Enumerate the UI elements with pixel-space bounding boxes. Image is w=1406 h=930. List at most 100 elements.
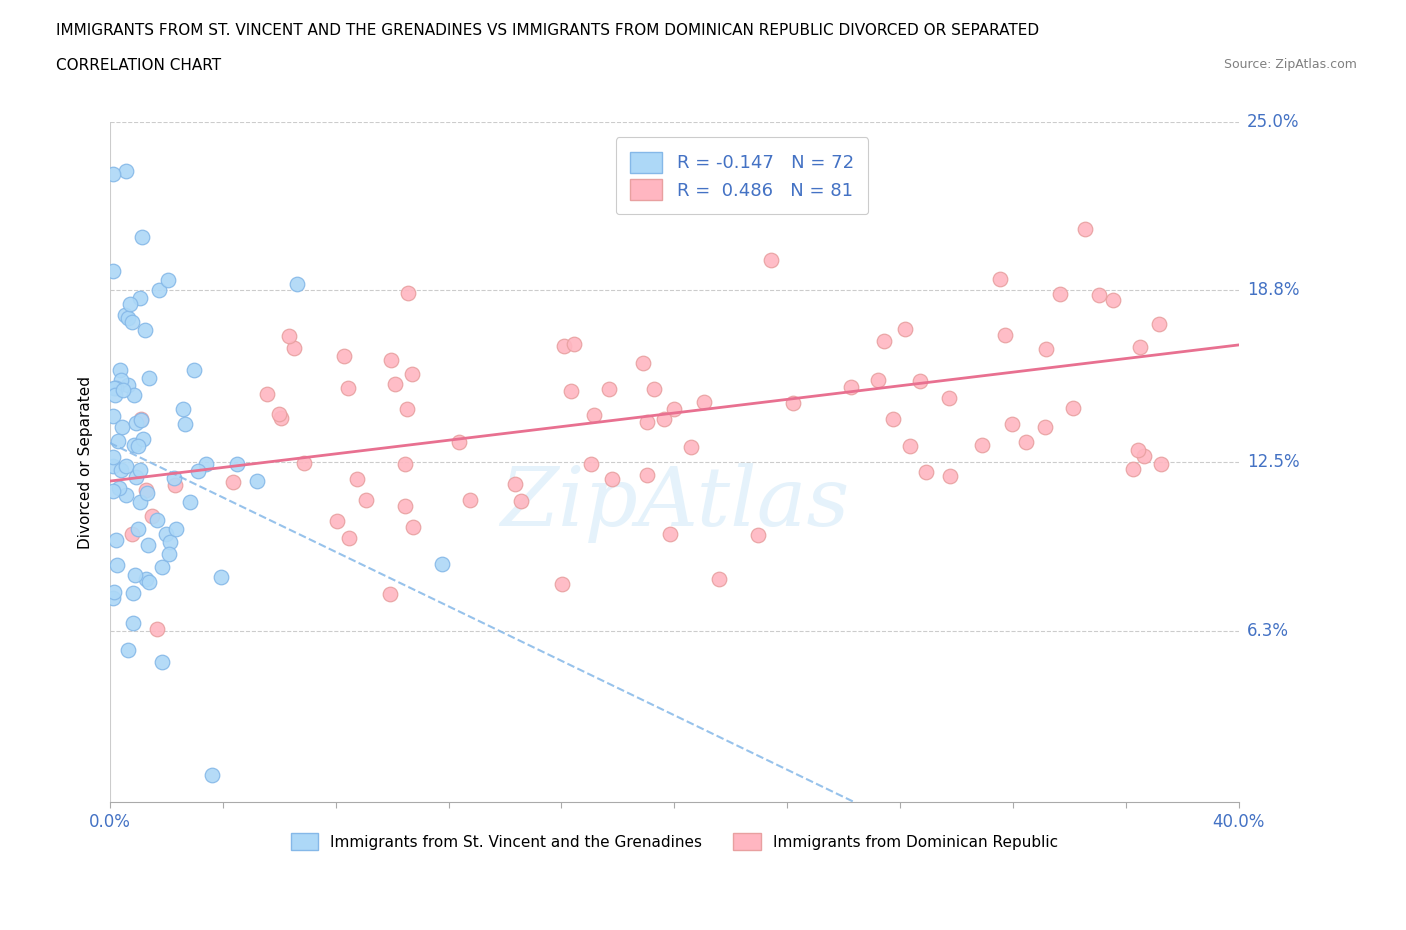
- Point: [1149, 317, 1171, 332]
- Point: [150, 655, 173, 670]
- Point: [101, 408, 124, 423]
- Point: [505, 477, 527, 492]
- Text: ZipAtlas: ZipAtlas: [499, 463, 849, 543]
- Point: [121, 526, 143, 541]
- Text: CORRELATION CHART: CORRELATION CHART: [56, 58, 221, 73]
- Point: [1015, 434, 1038, 449]
- Point: [679, 440, 702, 455]
- Point: [1149, 456, 1171, 471]
- Point: [136, 538, 159, 552]
- Point: [873, 333, 896, 348]
- Point: [1129, 339, 1152, 354]
- Point: [103, 380, 125, 395]
- Text: 18.8%: 18.8%: [1247, 282, 1299, 299]
- Point: [1087, 287, 1109, 302]
- Point: [108, 481, 131, 496]
- Point: [125, 470, 148, 485]
- Point: [101, 590, 124, 604]
- Point: [1062, 400, 1084, 415]
- Point: [129, 291, 152, 306]
- Point: [354, 493, 377, 508]
- Point: [1132, 449, 1154, 464]
- Point: [115, 458, 138, 473]
- Point: [583, 408, 606, 423]
- Point: [380, 352, 402, 367]
- Point: [509, 494, 531, 509]
- Point: [915, 464, 938, 479]
- Point: [146, 512, 169, 527]
- Text: IMMIGRANTS FROM ST. VINCENT AND THE GRENADINES VS IMMIGRANTS FROM DOMINICAN REPU: IMMIGRANTS FROM ST. VINCENT AND THE GREN…: [56, 23, 1039, 38]
- Point: [101, 167, 124, 182]
- Point: [110, 462, 132, 477]
- Point: [636, 468, 658, 483]
- Point: [157, 546, 180, 561]
- Point: [148, 283, 170, 298]
- Point: [150, 560, 173, 575]
- Point: [127, 439, 149, 454]
- Point: [165, 522, 187, 537]
- Point: [101, 458, 124, 473]
- Point: [124, 567, 146, 582]
- Point: [658, 526, 681, 541]
- Point: [662, 401, 685, 416]
- Point: [141, 509, 163, 524]
- Point: [134, 323, 156, 338]
- Point: [333, 349, 356, 364]
- Point: [643, 382, 665, 397]
- Point: [107, 433, 129, 448]
- Point: [707, 571, 730, 586]
- Point: [111, 382, 134, 397]
- Point: [285, 277, 308, 292]
- Point: [115, 487, 138, 502]
- Point: [129, 413, 152, 428]
- Point: [938, 391, 960, 405]
- Point: [394, 498, 416, 513]
- Point: [782, 395, 804, 410]
- Point: [337, 380, 360, 395]
- Point: [225, 456, 247, 471]
- Point: [122, 437, 145, 452]
- Point: [378, 587, 401, 602]
- Point: [394, 457, 416, 472]
- Point: [104, 533, 127, 548]
- Point: [256, 387, 278, 402]
- Point: [1049, 286, 1071, 301]
- Point: [560, 383, 582, 398]
- Point: [633, 355, 655, 370]
- Point: [401, 367, 423, 382]
- Point: [990, 272, 1012, 286]
- Point: [1074, 221, 1097, 236]
- Point: [125, 416, 148, 431]
- Point: [598, 381, 620, 396]
- Point: [101, 484, 124, 498]
- Point: [122, 388, 145, 403]
- Point: [183, 363, 205, 378]
- Point: [117, 378, 139, 392]
- Text: 12.5%: 12.5%: [1247, 453, 1299, 471]
- Point: [138, 370, 160, 385]
- Point: [1126, 443, 1149, 458]
- Point: [600, 472, 623, 486]
- Point: [326, 513, 349, 528]
- Point: [458, 492, 481, 507]
- Point: [187, 463, 209, 478]
- Point: [1033, 419, 1056, 434]
- Point: [898, 438, 921, 453]
- Point: [910, 374, 932, 389]
- Point: [866, 373, 889, 388]
- Point: [131, 432, 153, 446]
- Text: Source: ZipAtlas.com: Source: ZipAtlas.com: [1223, 58, 1357, 71]
- Point: [384, 376, 406, 391]
- Point: [759, 253, 782, 268]
- Point: [129, 462, 152, 477]
- Point: [267, 406, 290, 421]
- Legend: Immigrants from St. Vincent and the Grenadines, Immigrants from Dominican Republ: Immigrants from St. Vincent and the Gren…: [284, 827, 1064, 856]
- Point: [131, 230, 153, 245]
- Point: [179, 495, 201, 510]
- Point: [114, 307, 136, 322]
- Point: [402, 520, 425, 535]
- Point: [117, 643, 139, 658]
- Point: [136, 485, 159, 500]
- Point: [693, 394, 716, 409]
- Point: [579, 457, 602, 472]
